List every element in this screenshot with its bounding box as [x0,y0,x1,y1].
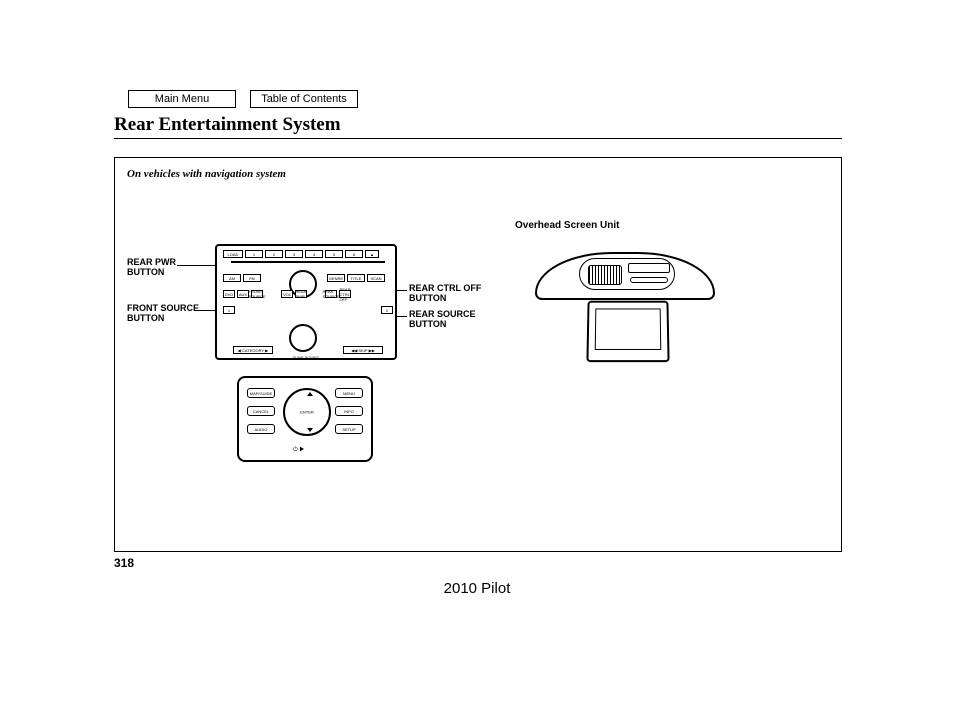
hu-preset-6: 6 [345,250,363,258]
overhead-console [535,252,715,300]
toc-button[interactable]: Table of Contents [250,90,358,108]
hu-preset-5: 5 [325,250,343,258]
nu-cancel-button: CANCEL [247,406,275,416]
callout-front-source: FRONT SOURCE BUTTON [127,304,199,324]
callout-rear-pwr: REAR PWR BUTTON [127,258,176,278]
hu-skip-rocker: ◀◀ SKIP ▶▶ [343,346,383,354]
callout-rear-ctrl-off: REAR CTRL OFF BUTTON [409,284,481,304]
hu-preset-1: 1 [245,250,263,258]
nu-audio-button: AUDIO [247,424,275,434]
nav-control-diagram: MAP/GUIDE CANCEL AUDIO MENU INFO SETUP ⏻… [237,376,373,462]
overhead-control-panel [579,258,675,290]
nu-setup-button: SETUP [335,424,363,434]
vehicle-condition-note: On vehicles with navigation system [127,168,286,180]
hu-preset-4: 4 [305,250,323,258]
hu-rear-ctrl-off-button: REAR CTRL OFF [339,290,351,298]
head-unit-diagram: LOAD 1 2 3 4 5 6 ▲ AM FM GENRE TITLE SCA… [215,244,397,360]
main-menu-button[interactable]: Main Menu [128,90,236,108]
hu-sound-knob-icon [289,324,317,352]
hu-front-source-button: FRONT SOURCE [251,290,263,298]
hu-dvd-button: DVD [223,290,235,298]
hu-rear-pwr-button: REAR PWR [295,290,307,298]
overhead-unit-diagram [535,252,715,392]
hu-row4-1: 1 [223,306,235,314]
callout-text: BUTTON [409,294,481,304]
footer-model-label: 2010 Pilot [0,580,954,597]
nu-info-button: INFO [335,406,363,416]
hu-tune-sound-label: TUNE SOUND [217,355,395,360]
hu-vol-button: VOL [281,290,293,298]
overhead-screen-icon [586,301,669,362]
overhead-disc-slot [630,277,668,283]
nu-power-icon: ⏻ ▶ [293,447,304,454]
hu-aux-button: AUX [237,290,249,298]
nu-mapguide-button: MAP/GUIDE [247,388,275,398]
hu-fm-button: FM [243,274,261,282]
figure-panel: On vehicles with navigation system Overh… [114,157,842,552]
page-title: Rear Entertainment System [114,114,842,139]
arrow-down-icon [307,428,313,432]
hu-eject-button: ▲ [365,250,379,258]
callout-text: BUTTON [127,314,199,324]
hu-rear-source-button: REAR SOURCE [325,290,337,298]
callout-rear-source: REAR SOURCE BUTTON [409,310,476,330]
arrow-up-icon [307,392,313,396]
hu-row4-2: 2 [381,306,393,314]
hu-preset-3: 3 [285,250,303,258]
hu-title-button: TITLE [347,274,365,282]
hu-load-button: LOAD [223,250,243,258]
hu-genre-button: GENRE [327,274,345,282]
overhead-unit-label: Overhead Screen Unit [515,220,619,231]
hu-am-button: AM [223,274,241,282]
callout-text: BUTTON [127,268,176,278]
hu-preset-2: 2 [265,250,283,258]
page-number: 318 [114,556,842,570]
nu-menu-button: MENU [335,388,363,398]
callout-text: BUTTON [409,320,476,330]
hu-scan-button: SCAN [367,274,385,282]
hu-category-rocker: ◀ CATEGORY ▶ [233,346,273,354]
hu-disc-slot [231,261,385,263]
nu-enter-dial-icon [283,388,331,436]
